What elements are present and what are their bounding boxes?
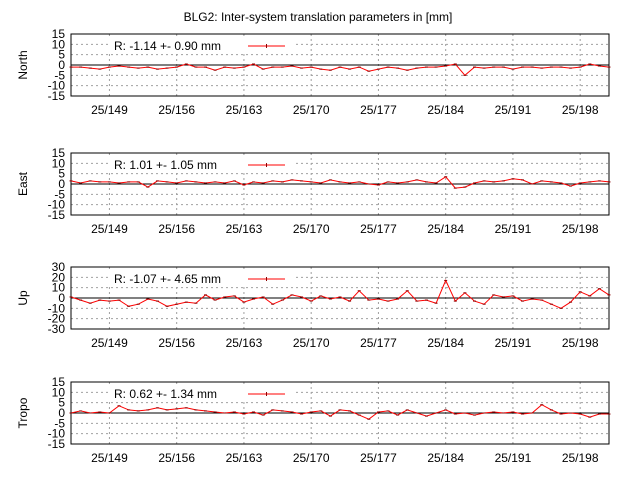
y-axis-label: Up xyxy=(16,290,30,306)
x-tick-label: 25/149 xyxy=(91,222,128,236)
x-tick-label: 25/177 xyxy=(360,336,397,350)
x-tick-label: 25/163 xyxy=(226,336,263,350)
x-tick-label: 25/191 xyxy=(495,336,532,350)
x-tick-label: 25/198 xyxy=(562,336,599,350)
x-tick-label: 25/177 xyxy=(360,451,397,465)
x-tick-label: 25/170 xyxy=(293,103,330,117)
y-tick-label: 10 xyxy=(52,156,66,170)
y-tick-label: -10 xyxy=(48,79,66,93)
y-tick-label: 0 xyxy=(58,177,65,191)
x-tick-label: 25/163 xyxy=(226,222,263,236)
x-tick-label: 25/163 xyxy=(226,451,263,465)
y-axis-label: Tropo xyxy=(16,397,30,428)
series-line-tropo xyxy=(70,404,609,420)
y-tick-label: 0 xyxy=(58,58,65,72)
y-tick-label: 15 xyxy=(52,27,66,41)
y-tick-label: -5 xyxy=(54,187,65,201)
x-tick-label: 25/198 xyxy=(562,451,599,465)
legend-label: R: -1.07 +- 4.65 mm xyxy=(114,272,221,286)
x-tick-label: 25/177 xyxy=(360,103,397,117)
x-tick-label: 25/149 xyxy=(91,103,128,117)
y-tick-label: 0 xyxy=(58,406,65,420)
y-tick-label: -5 xyxy=(54,68,65,82)
x-tick-label: 25/170 xyxy=(293,222,330,236)
x-tick-label: 25/191 xyxy=(495,103,532,117)
y-tick-label: 30 xyxy=(52,260,66,274)
plot-frame xyxy=(70,152,610,216)
y-axis-label: East xyxy=(16,171,30,196)
legend-box xyxy=(108,157,293,173)
y-tick-label: -10 xyxy=(48,427,66,441)
x-tick-label: 25/184 xyxy=(427,336,464,350)
y-tick-label: -10 xyxy=(48,301,66,315)
y-tick-label: 5 xyxy=(58,167,65,181)
y-tick-label: -5 xyxy=(54,416,65,430)
x-tick-label: 25/156 xyxy=(158,103,195,117)
x-tick-label: 25/177 xyxy=(360,222,397,236)
y-tick-label: -20 xyxy=(48,312,66,326)
y-tick-label: 15 xyxy=(52,375,66,389)
y-tick-label: 15 xyxy=(52,146,66,160)
x-tick-label: 25/198 xyxy=(562,222,599,236)
y-tick-label: 0 xyxy=(58,291,65,305)
y-tick-label: 5 xyxy=(58,48,65,62)
plot-frame xyxy=(70,33,610,97)
y-tick-label: 10 xyxy=(52,281,66,295)
y-tick-label: 10 xyxy=(52,37,66,51)
y-tick-label: -30 xyxy=(48,322,66,336)
x-tick-label: 25/170 xyxy=(293,336,330,350)
x-tick-label: 25/149 xyxy=(91,336,128,350)
y-tick-label: 5 xyxy=(58,396,65,410)
x-tick-label: 25/191 xyxy=(495,451,532,465)
y-tick-label: -15 xyxy=(48,208,66,222)
legend-label: R: -1.14 +- 0.90 mm xyxy=(114,39,221,53)
y-tick-label: 10 xyxy=(52,385,66,399)
legend-label: R: 1.01 +- 1.05 mm xyxy=(114,158,217,172)
x-tick-label: 25/184 xyxy=(427,451,464,465)
y-tick-label: -15 xyxy=(48,437,66,451)
series-line-east xyxy=(70,176,610,189)
legend-label: R: 0.62 +- 1.34 mm xyxy=(114,387,217,401)
legend-box xyxy=(108,271,293,287)
x-tick-label: 25/156 xyxy=(158,336,195,350)
x-tick-label: 25/184 xyxy=(427,103,464,117)
x-tick-label: 25/170 xyxy=(293,451,330,465)
legend-box xyxy=(108,38,293,54)
x-tick-label: 25/156 xyxy=(158,451,195,465)
y-tick-label: 20 xyxy=(52,270,66,284)
legend-box xyxy=(108,386,293,402)
x-tick-label: 25/191 xyxy=(495,222,532,236)
y-tick-label: -15 xyxy=(48,89,66,103)
series-line-north xyxy=(71,63,610,77)
x-tick-label: 25/198 xyxy=(562,103,599,117)
x-tick-label: 25/156 xyxy=(158,222,195,236)
chart-title: BLG2: Inter-system translation parameter… xyxy=(184,10,453,24)
x-tick-label: 25/149 xyxy=(91,451,128,465)
x-tick-label: 25/163 xyxy=(226,103,263,117)
y-tick-label: -10 xyxy=(48,198,66,212)
plot-frame xyxy=(70,266,610,330)
y-axis-label: North xyxy=(16,50,30,79)
x-tick-label: 25/184 xyxy=(427,222,464,236)
